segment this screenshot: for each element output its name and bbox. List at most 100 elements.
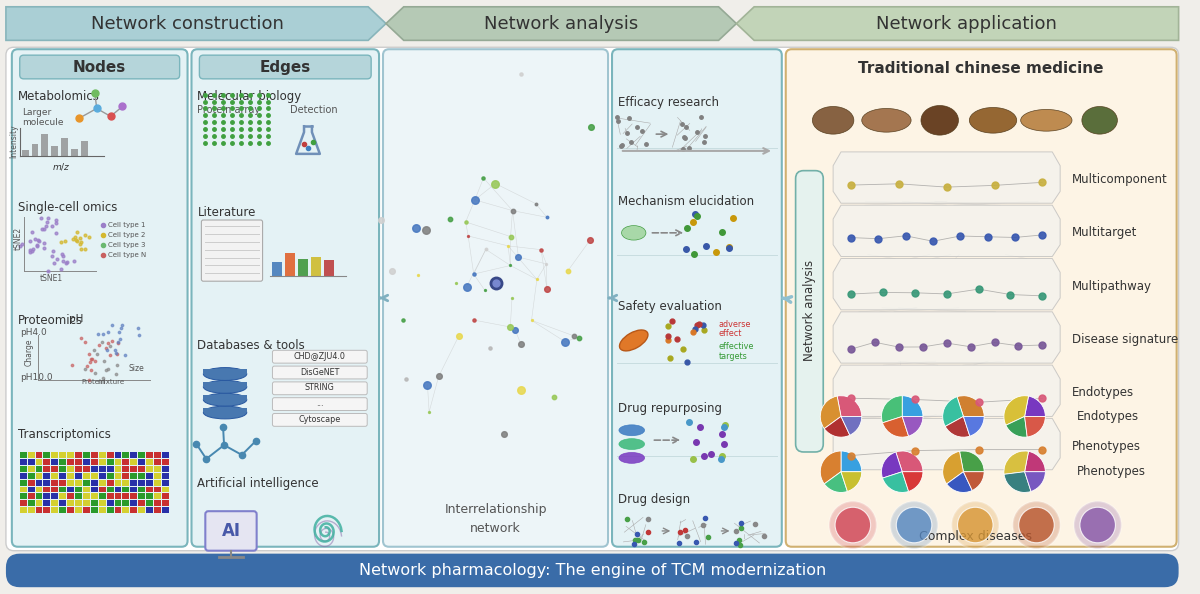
Bar [91, 507, 97, 513]
Bar [122, 473, 130, 479]
FancyBboxPatch shape [272, 413, 367, 426]
Bar [19, 494, 26, 500]
Bar [59, 494, 66, 500]
Wedge shape [1025, 472, 1045, 491]
Bar [91, 459, 97, 465]
Point [113, 320, 132, 330]
Bar [107, 500, 114, 506]
Bar [28, 459, 35, 465]
Point [82, 355, 101, 364]
FancyBboxPatch shape [272, 382, 367, 395]
Bar [28, 473, 35, 479]
Wedge shape [902, 472, 923, 491]
Bar [52, 486, 59, 492]
Bar [154, 494, 161, 500]
Bar [67, 473, 74, 479]
Text: Network application: Network application [876, 15, 1057, 33]
Text: mixture: mixture [97, 379, 125, 385]
Bar [59, 452, 66, 458]
Bar [298, 258, 308, 276]
Text: Network construction: Network construction [91, 15, 283, 33]
Bar [80, 141, 88, 156]
Point [84, 345, 103, 355]
Point [76, 230, 95, 240]
Text: targets: targets [719, 352, 748, 361]
Point [43, 247, 62, 256]
Point [23, 247, 42, 256]
Point [76, 337, 95, 347]
Point [88, 349, 107, 359]
Wedge shape [841, 416, 862, 435]
Text: Detection: Detection [290, 106, 338, 115]
Circle shape [829, 501, 876, 549]
Text: Artificial intelligence: Artificial intelligence [198, 477, 319, 490]
Bar [98, 473, 106, 479]
Polygon shape [833, 152, 1060, 203]
Text: Transcriptomics: Transcriptomics [18, 428, 110, 441]
Bar [31, 144, 38, 156]
Polygon shape [833, 258, 1060, 310]
Ellipse shape [619, 453, 644, 463]
Text: Multicomponent: Multicomponent [1072, 173, 1168, 186]
Point [53, 249, 72, 259]
Wedge shape [882, 452, 902, 478]
Wedge shape [947, 472, 972, 492]
Wedge shape [841, 451, 862, 472]
Bar [114, 459, 121, 465]
Point [94, 330, 113, 339]
Bar [122, 452, 130, 458]
Text: Cytoscape: Cytoscape [299, 415, 341, 424]
Circle shape [890, 501, 937, 549]
Text: ...: ... [316, 399, 324, 408]
Bar [154, 452, 161, 458]
Bar [36, 500, 42, 506]
Point [108, 349, 127, 359]
Bar [138, 500, 145, 506]
Wedge shape [882, 396, 902, 423]
Bar [114, 494, 121, 500]
Bar [43, 507, 50, 513]
Text: effective: effective [719, 342, 754, 351]
Bar [146, 466, 154, 472]
Point [70, 239, 89, 248]
Bar [107, 494, 114, 500]
Bar [107, 473, 114, 479]
Bar [91, 452, 97, 458]
Bar [311, 257, 320, 276]
Bar [131, 500, 137, 506]
Bar [76, 459, 82, 465]
FancyBboxPatch shape [272, 398, 367, 410]
Bar [43, 466, 50, 472]
Text: Endotypes: Endotypes [1072, 386, 1134, 399]
Text: Protein: Protein [80, 379, 106, 385]
Wedge shape [882, 416, 908, 437]
Bar [107, 486, 114, 492]
Bar [76, 479, 82, 485]
Wedge shape [943, 397, 964, 426]
Text: Protein array: Protein array [198, 106, 260, 115]
Bar [98, 500, 106, 506]
Bar [91, 500, 97, 506]
Bar [286, 252, 295, 276]
Ellipse shape [203, 380, 247, 393]
FancyBboxPatch shape [6, 554, 1178, 587]
Point [94, 373, 113, 383]
Bar [131, 473, 137, 479]
Bar [83, 500, 90, 506]
Bar [28, 479, 35, 485]
Text: Network pharmacology: The engine of TCM modernization: Network pharmacology: The engine of TCM … [359, 563, 826, 578]
Point [79, 349, 98, 358]
Bar [122, 466, 130, 472]
Text: Drug design: Drug design [618, 493, 690, 506]
Point [108, 361, 127, 370]
Wedge shape [1025, 416, 1045, 437]
Point [28, 241, 47, 250]
Ellipse shape [619, 438, 644, 450]
Point [76, 244, 95, 253]
Point [53, 251, 72, 261]
Bar [52, 494, 59, 500]
Wedge shape [902, 396, 923, 416]
Bar [122, 494, 130, 500]
Text: pH4.0: pH4.0 [19, 328, 47, 337]
Wedge shape [1004, 472, 1031, 492]
